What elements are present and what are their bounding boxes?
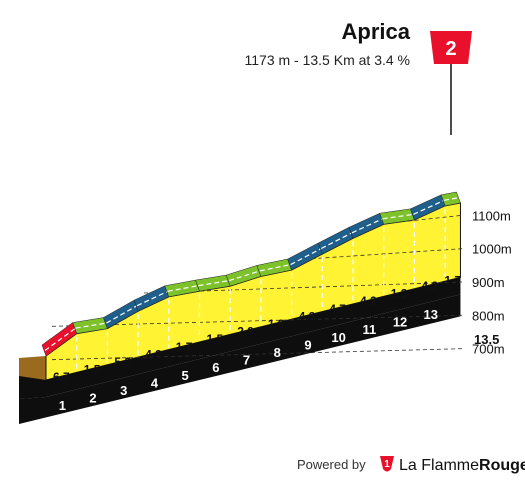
ribbon-centerline xyxy=(75,322,107,329)
km-label: 9 xyxy=(304,337,311,352)
km-label: 8 xyxy=(274,345,281,360)
km-label: 10 xyxy=(331,330,345,345)
profile-base-band xyxy=(19,277,461,399)
grade-label: 1.5 xyxy=(207,332,224,346)
ribbon-centerline xyxy=(229,270,261,282)
flag-icon xyxy=(430,31,472,64)
altitude-tick-label: 1100m xyxy=(472,208,511,223)
grade-label: 4.3 xyxy=(145,347,162,361)
logo-glyph: 1 xyxy=(384,459,390,470)
gridline xyxy=(51,348,463,361)
grade-label: 1.7 xyxy=(444,273,461,287)
gradient-segment xyxy=(440,191,461,207)
ribbon-centerline xyxy=(382,213,414,220)
chart-title: Aprica xyxy=(342,19,411,44)
altitude-tick-label: 1000m xyxy=(472,242,512,257)
grade-label: 4.7 xyxy=(329,302,346,316)
grade-label: 6.7 xyxy=(53,370,70,384)
ribbon-centerline xyxy=(44,327,77,351)
ribbon-centerline xyxy=(259,263,291,272)
grade-label: 1.5 xyxy=(84,363,101,377)
flamme-logo-icon: 1 xyxy=(380,456,394,472)
ribbon-centerline xyxy=(413,199,445,215)
gridline xyxy=(51,314,463,327)
total-distance-label: 13.5 xyxy=(474,332,499,347)
grade-label: 4.2 xyxy=(360,294,377,308)
km-label: 12 xyxy=(393,315,407,330)
km-label: 13 xyxy=(424,307,438,322)
chart-subtitle: 1173 m - 13.5 Km at 3.4 % xyxy=(245,52,411,68)
grade-label: 2.9 xyxy=(237,325,254,339)
brand-name: La FlammeRouge xyxy=(399,457,525,474)
km-label: 6 xyxy=(212,360,219,375)
altitude-tick-label: 700m xyxy=(472,342,505,357)
grade-labels: 6.7 1.5 5.2 4.3 1.7 1.5 2.9 1.9 4.8 4.7 4.2 1.3 4.2 1… xyxy=(53,273,461,384)
climb-number: 2 xyxy=(445,38,456,60)
km-label: 3 xyxy=(120,383,127,398)
brand-part-1: La Flamme xyxy=(399,457,479,474)
gradient-ribbon xyxy=(41,191,461,357)
km-label: 7 xyxy=(243,353,250,368)
grade-label: 1.3 xyxy=(391,287,408,301)
grade-label: 4.2 xyxy=(421,279,438,293)
profile-base xyxy=(19,277,461,424)
ribbon-centerline xyxy=(351,218,383,234)
climb-marker-flag: 2 xyxy=(430,31,472,135)
ribbon-centerline xyxy=(443,196,460,201)
altitude-tick-label: 800m xyxy=(472,308,505,323)
grade-label: 1.9 xyxy=(268,317,285,331)
km-dividers xyxy=(76,208,446,371)
ribbon-centerline xyxy=(167,285,199,292)
altitude-axis: 700m 800m 900m 1000m 1100m xyxy=(472,208,512,356)
grade-label: 4.8 xyxy=(299,309,316,323)
profile-base-front xyxy=(19,294,461,424)
km-label: 5 xyxy=(182,368,189,383)
ribbon-centerline xyxy=(321,232,353,250)
km-label: 2 xyxy=(89,391,96,406)
powered-by-text: Powered by xyxy=(297,457,366,472)
grade-label: 5.2 xyxy=(114,355,131,369)
ribbon-centerline xyxy=(290,247,322,266)
footer-branding: Powered by 1 La FlammeRouge xyxy=(297,456,525,474)
km-label: 4 xyxy=(151,375,159,390)
ribbon-centerline xyxy=(136,290,169,307)
ribbon-centerline xyxy=(198,280,230,287)
brand-part-2: Rouge xyxy=(479,457,525,474)
ribbon-centerline xyxy=(106,305,138,324)
grade-label: 1.7 xyxy=(176,340,193,354)
km-label: 11 xyxy=(362,322,376,337)
km-label: 1 xyxy=(59,398,66,413)
altitude-tick-label: 900m xyxy=(472,275,505,290)
